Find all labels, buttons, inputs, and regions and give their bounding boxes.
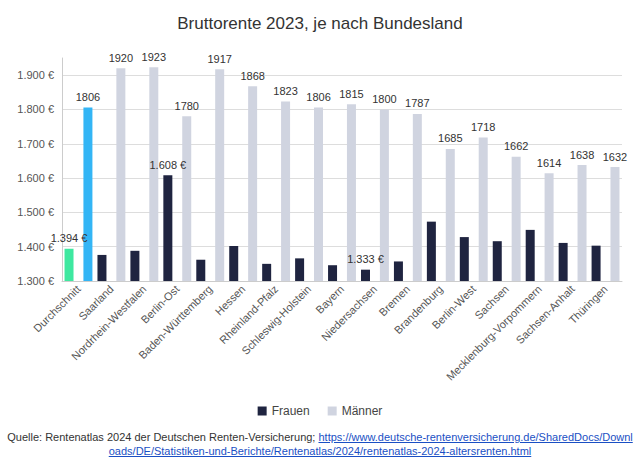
svg-text:Hessen: Hessen — [212, 282, 248, 318]
svg-text:Thüringen: Thüringen — [566, 283, 609, 326]
svg-text:Rheinland-Pfalz: Rheinland-Pfalz — [217, 283, 280, 346]
svg-text:1.500 €: 1.500 € — [17, 206, 54, 218]
svg-text:1787: 1787 — [405, 97, 429, 109]
svg-text:Bremen: Bremen — [376, 282, 413, 319]
svg-text:1815: 1815 — [339, 88, 363, 100]
svg-text:1806: 1806 — [76, 91, 100, 103]
svg-text:Brandenburg: Brandenburg — [391, 282, 446, 337]
svg-text:1.800 €: 1.800 € — [17, 103, 54, 115]
svg-text:1.400 €: 1.400 € — [17, 241, 54, 253]
svg-text:1718: 1718 — [471, 121, 495, 133]
svg-text:Mecklenburg-Vorpommern: Mecklenburg-Vorpommern — [443, 282, 544, 383]
svg-text:1917: 1917 — [207, 53, 231, 65]
svg-text:1.333 €: 1.333 € — [347, 253, 384, 265]
svg-text:Schleswig-Holstein: Schleswig-Holstein — [239, 283, 313, 357]
svg-text:Männer: Männer — [342, 404, 383, 418]
svg-text:Bayern: Bayern — [313, 282, 347, 316]
svg-text:1614: 1614 — [537, 157, 561, 169]
svg-text:Berlin-Ost: Berlin-Ost — [138, 282, 182, 326]
svg-text:1685: 1685 — [438, 132, 462, 144]
svg-text:1823: 1823 — [273, 85, 297, 97]
html-text:Quelle: Rentenatlas 2024 der D: Quelle: Rentenatlas 2024 der Deutschen R… — [7, 431, 633, 457]
svg-text:1662: 1662 — [504, 140, 528, 152]
svg-text:1632: 1632 — [603, 151, 627, 163]
svg-text:1.700 €: 1.700 € — [17, 138, 54, 150]
svg-text:1638: 1638 — [570, 149, 594, 161]
svg-text:1780: 1780 — [175, 100, 199, 112]
svg-text:1.300 €: 1.300 € — [17, 275, 54, 287]
svg-text:Sachsen-Anhalt: Sachsen-Anhalt — [514, 283, 577, 346]
svg-text:1.394 €: 1.394 € — [51, 232, 88, 244]
svg-text:1806: 1806 — [306, 91, 330, 103]
svg-text:1.900 €: 1.900 € — [17, 69, 54, 81]
svg-text:Niedersachsen: Niedersachsen — [319, 283, 379, 343]
svg-text:Bruttorente 2023, je nach Bund: Bruttorente 2023, je nach Bundesland — [177, 14, 462, 33]
svg-text:Berlin-West: Berlin-West — [430, 283, 478, 331]
svg-text:Frauen: Frauen — [272, 404, 310, 418]
svg-text:Durchschnitt: Durchschnitt — [31, 283, 83, 335]
svg-text:1800: 1800 — [372, 93, 396, 105]
svg-text:Sachsen: Sachsen — [472, 282, 511, 322]
svg-text:Baden-Württemberg: Baden-Württemberg — [136, 283, 214, 361]
svg-text:1.608 €: 1.608 € — [149, 159, 186, 171]
svg-text:Saarland: Saarland — [76, 282, 116, 323]
svg-text:1.600 €: 1.600 € — [17, 172, 54, 184]
svg-text:1923: 1923 — [142, 51, 166, 63]
svg-text:1868: 1868 — [240, 70, 264, 82]
svg-text:Nordrhein-Westfalen: Nordrhein-Westfalen — [69, 283, 149, 363]
svg-text:1920: 1920 — [109, 52, 133, 64]
